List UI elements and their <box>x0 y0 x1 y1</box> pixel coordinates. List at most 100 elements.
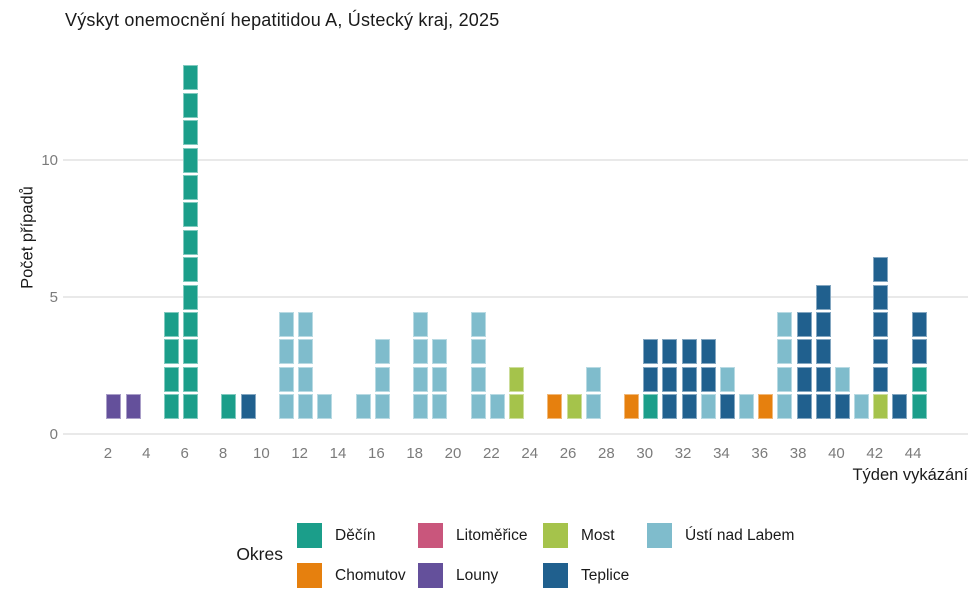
case-square <box>509 366 525 392</box>
case-square <box>183 229 199 255</box>
case-square <box>566 394 582 420</box>
case-square <box>873 257 889 283</box>
case-square <box>413 394 429 420</box>
case-square <box>183 174 199 200</box>
case-square <box>279 311 294 337</box>
case-square <box>796 366 812 392</box>
case-square <box>374 366 390 392</box>
case-square <box>585 366 601 392</box>
x-tick-label: 6 <box>180 445 189 462</box>
case-square <box>739 394 755 420</box>
x-axis-title: Týden vykázání <box>852 466 968 484</box>
case-square <box>585 394 601 420</box>
case-square <box>815 284 831 310</box>
legend-title: Okres <box>236 544 283 564</box>
case-square <box>163 311 179 337</box>
case-square <box>489 394 505 420</box>
case-square <box>298 394 314 420</box>
legend-swatch <box>543 523 568 548</box>
x-tick-label: 26 <box>559 445 577 462</box>
x-tick-label: 34 <box>713 445 730 462</box>
case-square <box>911 339 927 365</box>
legend-swatch <box>418 563 443 588</box>
legend-label: Ústí nad Labem <box>685 527 795 544</box>
case-square <box>892 394 908 420</box>
case-square <box>125 394 141 420</box>
case-square <box>796 311 812 337</box>
case-square <box>700 339 716 365</box>
case-square <box>183 92 199 118</box>
case-square <box>470 394 486 420</box>
chart-title: Výskyt onemocnění hepatitidou A, Ústecký… <box>65 10 500 30</box>
case-square <box>547 394 563 420</box>
case-square <box>777 339 793 365</box>
case-square <box>796 394 812 420</box>
case-square <box>298 366 314 392</box>
case-square <box>298 311 314 337</box>
case-square <box>470 339 486 365</box>
case-square <box>873 284 889 310</box>
case-square <box>873 339 889 365</box>
x-tick-label: 24 <box>521 445 539 462</box>
case-square <box>183 311 199 337</box>
case-square <box>643 339 659 365</box>
case-square <box>183 120 199 146</box>
case-square <box>834 394 850 420</box>
case-square <box>221 394 237 420</box>
legend-swatch <box>543 563 568 588</box>
case-square <box>911 366 927 392</box>
case-square <box>777 311 793 337</box>
case-square <box>643 394 659 420</box>
case-square <box>700 366 716 392</box>
case-square <box>815 311 831 337</box>
x-tick-label: 44 <box>904 445 922 462</box>
case-square <box>758 394 774 420</box>
case-square <box>413 311 429 337</box>
case-square <box>355 394 371 420</box>
case-square <box>662 394 678 420</box>
y-axis-title: Počet případů <box>18 186 37 289</box>
case-square <box>183 65 199 91</box>
legend-label: Litoměřice <box>456 527 528 544</box>
case-square <box>298 339 314 365</box>
case-square <box>911 311 927 337</box>
case-square <box>432 339 448 365</box>
x-tick-label: 42 <box>866 445 884 462</box>
gridline-y-10 <box>63 159 968 161</box>
legend-swatch <box>647 523 672 548</box>
case-square <box>911 394 927 420</box>
x-tick-label: 28 <box>598 445 615 462</box>
case-square <box>279 394 294 420</box>
case-square <box>873 366 889 392</box>
case-square <box>106 394 122 420</box>
case-square <box>873 394 889 420</box>
case-square <box>643 366 659 392</box>
y-tick-label: 5 <box>49 288 58 306</box>
case-square <box>163 366 179 392</box>
x-tick-label: 22 <box>483 445 500 462</box>
case-square <box>279 366 294 392</box>
x-tick-label: 32 <box>674 445 692 462</box>
case-square <box>183 339 199 365</box>
x-tick-label: 36 <box>751 445 769 462</box>
case-square <box>873 311 889 337</box>
legend-label: Chomutov <box>335 567 406 584</box>
case-square <box>624 394 640 420</box>
case-square <box>815 366 831 392</box>
legend-swatch <box>297 563 322 588</box>
case-square <box>815 394 831 420</box>
case-square <box>163 339 179 365</box>
case-square <box>470 366 486 392</box>
case-square <box>700 394 716 420</box>
x-tick-label: 8 <box>218 445 228 462</box>
x-tick-label: 20 <box>444 445 462 462</box>
case-square <box>815 339 831 365</box>
legend-label: Teplice <box>581 567 630 584</box>
case-square <box>777 394 793 420</box>
case-square <box>374 339 390 365</box>
case-square <box>681 394 697 420</box>
x-tick-label: 18 <box>406 445 424 462</box>
x-tick-label: 16 <box>368 445 385 462</box>
legend-swatch <box>418 523 443 548</box>
case-square <box>662 366 678 392</box>
